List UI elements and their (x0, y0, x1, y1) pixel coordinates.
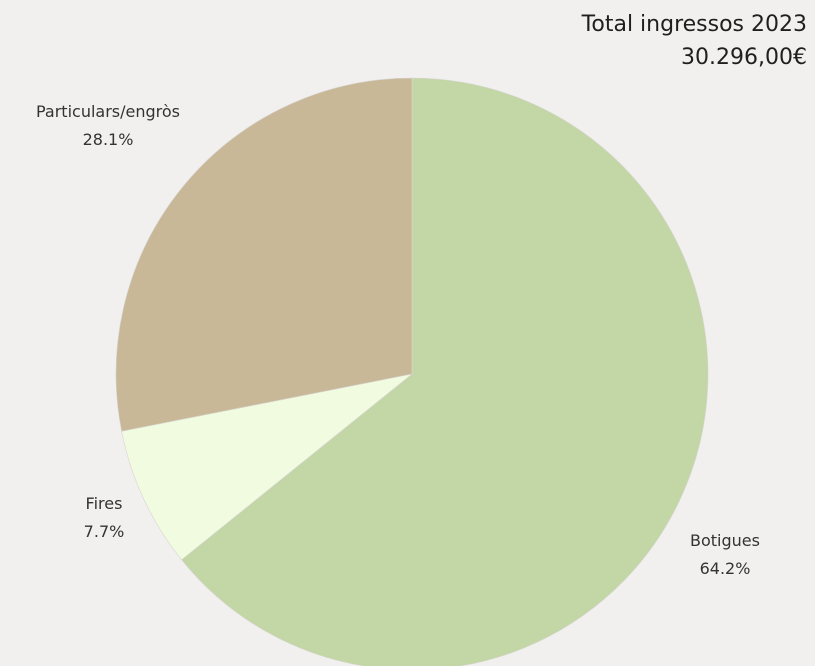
pie-slice-particulars-engr-s (115, 77, 413, 432)
pie-slice-botigues (181, 77, 709, 666)
pie-slice-fires (121, 373, 413, 561)
slice-label-fires: Fires (86, 494, 123, 513)
slice-label-botigues: Botigues (690, 531, 760, 550)
slice-value-fires: 7.7% (84, 522, 125, 541)
slice-value-particulars-engr-s: 28.1% (83, 130, 134, 149)
slice-value-botigues: 64.2% (700, 559, 751, 578)
summary-total: 30.296,00€ (681, 45, 807, 70)
slice-label-particulars-engr-s: Particulars/engròs (36, 102, 180, 121)
summary-title: Total ingressos 2023 (581, 12, 807, 37)
income-summary: Total ingressos 2023 30.296,00€ (582, 8, 807, 74)
